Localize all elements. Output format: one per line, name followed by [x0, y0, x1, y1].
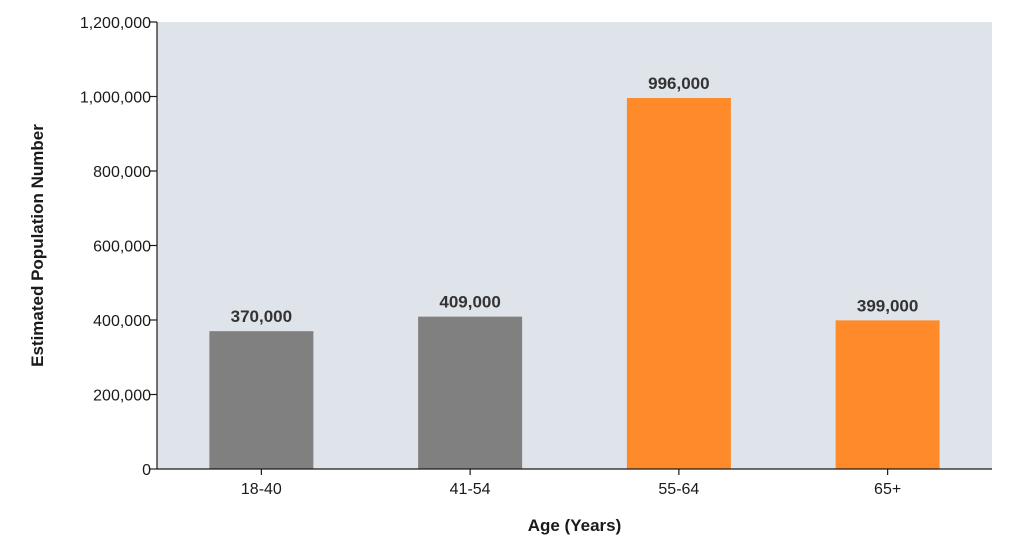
data-labels: 370,000 409,000 996,000 399,000 [231, 74, 919, 326]
y-tick-label: 1,200,000 [80, 15, 151, 32]
x-axis-title: Age (Years) [528, 516, 622, 535]
y-tick-label: 200,000 [93, 388, 151, 405]
bar-65+ [835, 320, 940, 469]
y-axis-ticks: 0 200,000 400,000 600,000 800,000 1,000,000 1,… [80, 15, 157, 479]
y-axis-title: Estimated Population Number [28, 124, 47, 367]
y-tick-label: 400,000 [93, 313, 151, 330]
x-tick-label: 41-54 [450, 481, 491, 498]
bar-value-label: 370,000 [231, 307, 292, 326]
bar-value-label: 399,000 [857, 296, 918, 315]
y-tick-label: 1,000,000 [80, 90, 151, 107]
x-axis-ticks: 18-40 41-54 55-64 65+ [241, 469, 901, 498]
bar-18-40 [209, 331, 314, 469]
y-tick-label: 0 [142, 462, 151, 479]
bar-41-54 [418, 316, 523, 469]
bar-55-64 [626, 97, 731, 470]
y-tick-label: 800,000 [93, 164, 151, 181]
bar-value-label: 409,000 [439, 293, 500, 312]
y-tick-label: 600,000 [93, 239, 151, 256]
x-tick-label: 18-40 [241, 481, 282, 498]
x-tick-label: 65+ [874, 481, 901, 498]
x-tick-label: 55-64 [658, 481, 699, 498]
bars [209, 97, 940, 470]
bar-value-label: 996,000 [648, 74, 709, 93]
